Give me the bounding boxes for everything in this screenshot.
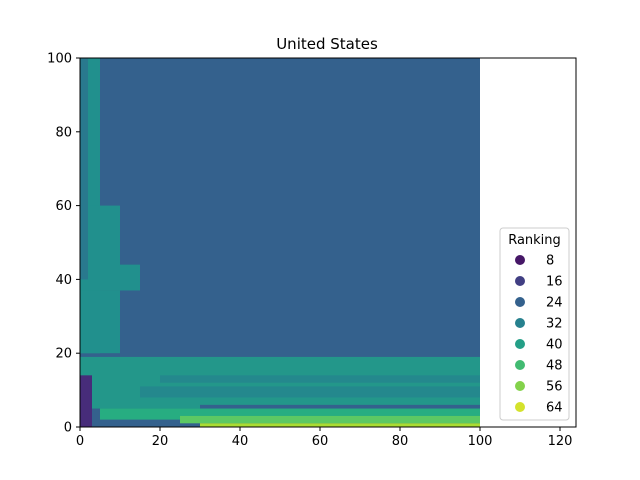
legend-box (499, 227, 570, 421)
y-tick-label: 40 (55, 273, 72, 288)
y-tick-label: 80 (55, 125, 72, 140)
y-tick-label: 0 (64, 421, 72, 436)
y-tick-label: 20 (55, 347, 72, 362)
y-tick-label: 60 (55, 199, 72, 214)
x-tick-label: 100 (468, 434, 493, 449)
heatmap-region-9 (100, 408, 480, 420)
heatmap-region-8 (200, 404, 480, 409)
heatmap-region-12 (80, 375, 92, 427)
legend-marker (515, 339, 525, 349)
chart-title: United States (276, 35, 378, 53)
heatmap-region-11 (200, 423, 480, 427)
legend-marker (515, 276, 525, 286)
heatmap-region-4 (120, 264, 140, 291)
legend-label: 64 (546, 401, 563, 416)
legend-marker (515, 381, 525, 391)
heatmap-region-7 (160, 375, 480, 383)
legend-marker (515, 318, 525, 328)
y-axis: 0 20 40 60 80 100 (47, 52, 80, 436)
legend-label: 24 (546, 296, 563, 311)
x-tick-label: 40 (232, 434, 249, 449)
y-tick-label: 100 (47, 52, 72, 67)
x-tick-label: 60 (312, 434, 329, 449)
x-tick-label: 20 (152, 434, 169, 449)
legend-label: 40 (546, 338, 563, 353)
x-tick-label: 0 (76, 434, 84, 449)
heatmap-region-3 (80, 290, 120, 354)
plot-frame (79, 57, 577, 428)
heatmap-region-6 (140, 386, 480, 398)
x-axis: 0 20 40 60 80 100 120 (76, 427, 573, 449)
legend-label: 32 (546, 317, 563, 332)
heatmap-region-13 (80, 58, 88, 280)
legend-marker (515, 360, 525, 370)
legend-title: Ranking (508, 233, 561, 248)
legend-marker (515, 297, 525, 307)
legend-marker (515, 402, 525, 412)
plot-area (79, 57, 577, 428)
legend-label: 16 (546, 275, 563, 290)
x-tick-label: 80 (392, 434, 409, 449)
heatmap-region-10 (180, 415, 480, 424)
x-tick-label: 120 (548, 434, 573, 449)
legend-label: 48 (546, 359, 563, 374)
legend-label: 8 (546, 254, 554, 269)
legend: Ranking 8 16 24 32 40 48 56 64 (499, 227, 570, 421)
legend-marker (515, 255, 525, 265)
heatmap-region-5 (80, 356, 480, 409)
legend-label: 56 (546, 380, 563, 395)
